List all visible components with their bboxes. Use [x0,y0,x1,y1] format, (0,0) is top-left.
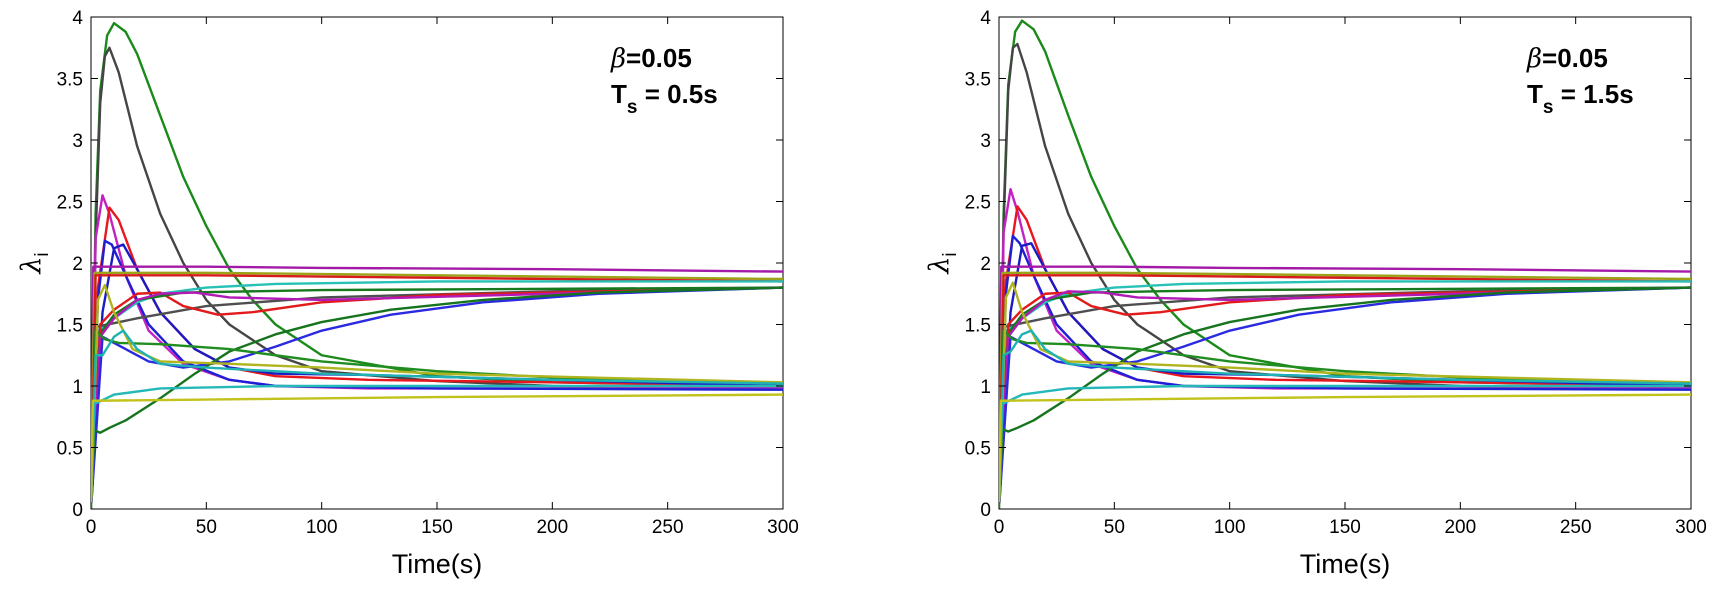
left-y-tick-label: 2.5 [57,193,83,214]
left-y-tick-label: 0 [72,500,83,521]
left-y-tick-label: 4 [72,8,83,29]
right-x-tick-label: 0 [994,517,1005,538]
right-x-tick-label: 250 [1560,517,1592,538]
right-series-line-11 [999,286,1691,509]
left-axis-layer: 0 50 100 150 200 250 300 0 0.5 1 1.5 2 2.5 3 3.5 4 [57,8,799,538]
right-x-axis-label: Time(s) [1300,549,1390,579]
right-series-line-19 [999,329,1691,509]
right-y-axis-label: λi [924,252,961,274]
left-y-tick-label: 2 [72,254,83,275]
left-beta-annotation: β=0.05 [610,43,692,74]
left-x-tick-label: 200 [536,517,568,538]
left-y-tick-label: 1 [72,377,83,398]
right-y-tick-label: 1 [980,377,991,398]
right-y-tick-label: 0 [980,500,991,521]
left-ts-annotation: Ts = 0.5s [611,79,718,118]
right-y-tick-label: 2 [980,254,991,275]
right-plot-frame [998,16,1692,510]
right-y-tick-label: 2.5 [965,193,991,214]
right-chart-panel: 0 50 100 150 200 250 300 0 0.5 1 1.5 2 2.5 3 3.5 4 Time… [924,8,1707,579]
right-series-line-21 [999,393,1691,509]
left-x-axis-label: Time(s) [392,549,482,579]
left-series-line-15 [91,286,783,509]
right-ts-annotation: Ts = 1.5s [1527,79,1634,118]
left-series-line-11 [91,286,783,509]
right-x-tick-label: 300 [1675,517,1707,538]
left-series-layer [91,21,783,509]
right-series-line-14 [999,286,1691,509]
left-chart-panel: 0 50 100 150 200 250 300 0 0.5 1 1.5 2 2.5 3 3.5 4 Time… [16,8,799,579]
right-x-tick-label: 200 [1444,517,1476,538]
left-x-tick-label: 150 [421,517,453,538]
right-y-tick-label: 4 [980,8,991,29]
left-y-tick-label: 3.5 [57,70,83,91]
left-y-axis-label: λi [16,252,53,274]
right-y-tick-label: 1.5 [965,316,991,337]
right-y-tick-label: 3 [980,131,991,152]
left-series-line-19 [91,329,783,509]
right-axis-layer: 0 50 100 150 200 250 300 0 0.5 1 1.5 2 2.5 3 3.5 4 [965,8,1707,538]
right-y-tick-label: 0.5 [965,439,991,460]
left-y-tick-label: 1.5 [57,316,83,337]
right-series-line-15 [999,286,1691,509]
left-y-tick-label: 0.5 [57,439,83,460]
left-x-tick-label: 50 [196,517,217,538]
left-y-tick-label: 3 [72,131,83,152]
right-x-tick-label: 100 [1214,517,1246,538]
left-x-tick-label: 100 [306,517,338,538]
left-series-line-14 [91,286,783,509]
left-plot-frame [90,16,784,510]
right-x-tick-label: 50 [1104,517,1125,538]
right-series-layer [999,19,1691,509]
right-x-tick-label: 150 [1329,517,1361,538]
right-beta-annotation: β=0.05 [1526,43,1608,74]
right-y-tick-label: 3.5 [965,70,991,91]
left-series-line-21 [91,393,783,509]
left-x-tick-label: 300 [767,517,799,538]
left-x-tick-label: 0 [86,517,97,538]
left-x-tick-label: 250 [652,517,684,538]
